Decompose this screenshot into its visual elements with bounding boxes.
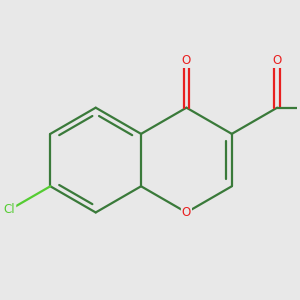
Text: Cl: Cl [4, 203, 15, 216]
Text: O: O [182, 54, 191, 67]
Text: O: O [272, 54, 282, 67]
Text: O: O [182, 206, 191, 219]
